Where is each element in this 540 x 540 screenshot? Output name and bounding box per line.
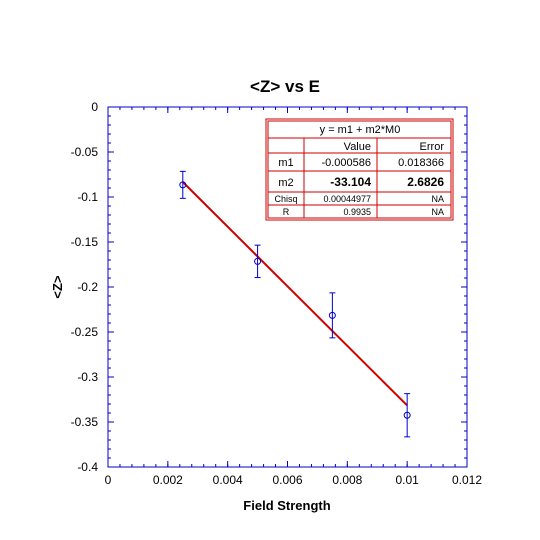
fit-line <box>182 181 408 407</box>
x-tick-label: 0 <box>105 473 112 487</box>
fit-row-value: -0.000586 <box>321 157 371 169</box>
point-marker <box>403 411 411 419</box>
fit-row-name: m2 <box>278 177 293 189</box>
fit-row-error: NA <box>431 194 444 204</box>
fit-row-name: m1 <box>278 157 293 169</box>
y-tick-labels: 0 -0.05 -0.1 -0.15 -0.2 -0.25 -0.3 -0.35 -0.4 <box>71 100 99 474</box>
fit-col-error: Error <box>420 141 445 153</box>
y-tick-label: -0.3 <box>77 370 98 384</box>
axis-ticks <box>107 106 468 468</box>
y-axis-title: <Z> <box>50 275 65 299</box>
y-tick-label: 0 <box>91 100 98 114</box>
data-points <box>179 170 411 438</box>
point-marker <box>254 257 262 265</box>
fit-row-value: 0.9935 <box>343 207 371 217</box>
data-point <box>403 393 411 438</box>
x-tick-labels: 0 0.002 0.004 0.006 0.008 0.01 0.012 <box>105 473 483 487</box>
chart-title: <Z> vs E <box>250 77 320 96</box>
point-marker <box>179 181 187 189</box>
x-tick-label: 0.01 <box>395 473 419 487</box>
x-tick-label: 0.008 <box>332 473 362 487</box>
fit-row-error: NA <box>431 207 444 217</box>
x-tick-label: 0.004 <box>213 473 243 487</box>
fit-equation: y = m1 + m2*M0 <box>320 124 401 136</box>
y-tick-label: -0.25 <box>71 325 99 339</box>
fit-col-value: Value <box>344 141 371 153</box>
fit-row-name: Chisq <box>274 194 297 204</box>
x-tick-label: 0.002 <box>153 473 183 487</box>
fit-row-value: 0.00044977 <box>323 194 371 204</box>
data-point <box>179 170 187 199</box>
point-marker <box>328 311 336 319</box>
y-tick-label: -0.35 <box>71 415 99 429</box>
data-point <box>254 244 262 279</box>
fit-row-error: 0.018366 <box>398 157 444 169</box>
y-tick-label: -0.4 <box>77 460 98 474</box>
fit-row-name: R <box>283 207 290 217</box>
y-tick-label: -0.1 <box>77 190 98 204</box>
data-point <box>328 292 336 339</box>
x-tick-label: 0.012 <box>452 473 482 487</box>
x-axis-title: Field Strength <box>243 498 330 513</box>
y-tick-label: -0.2 <box>77 280 98 294</box>
fit-row-value: -33.104 <box>330 175 371 189</box>
y-tick-label: -0.15 <box>71 235 99 249</box>
x-tick-label: 0.006 <box>272 473 302 487</box>
y-tick-label: -0.05 <box>71 145 99 159</box>
fit-table: y = m1 + m2*M0 Value Error m1 -0.000586 … <box>265 118 454 221</box>
fit-row-error: 2.6826 <box>407 175 444 189</box>
